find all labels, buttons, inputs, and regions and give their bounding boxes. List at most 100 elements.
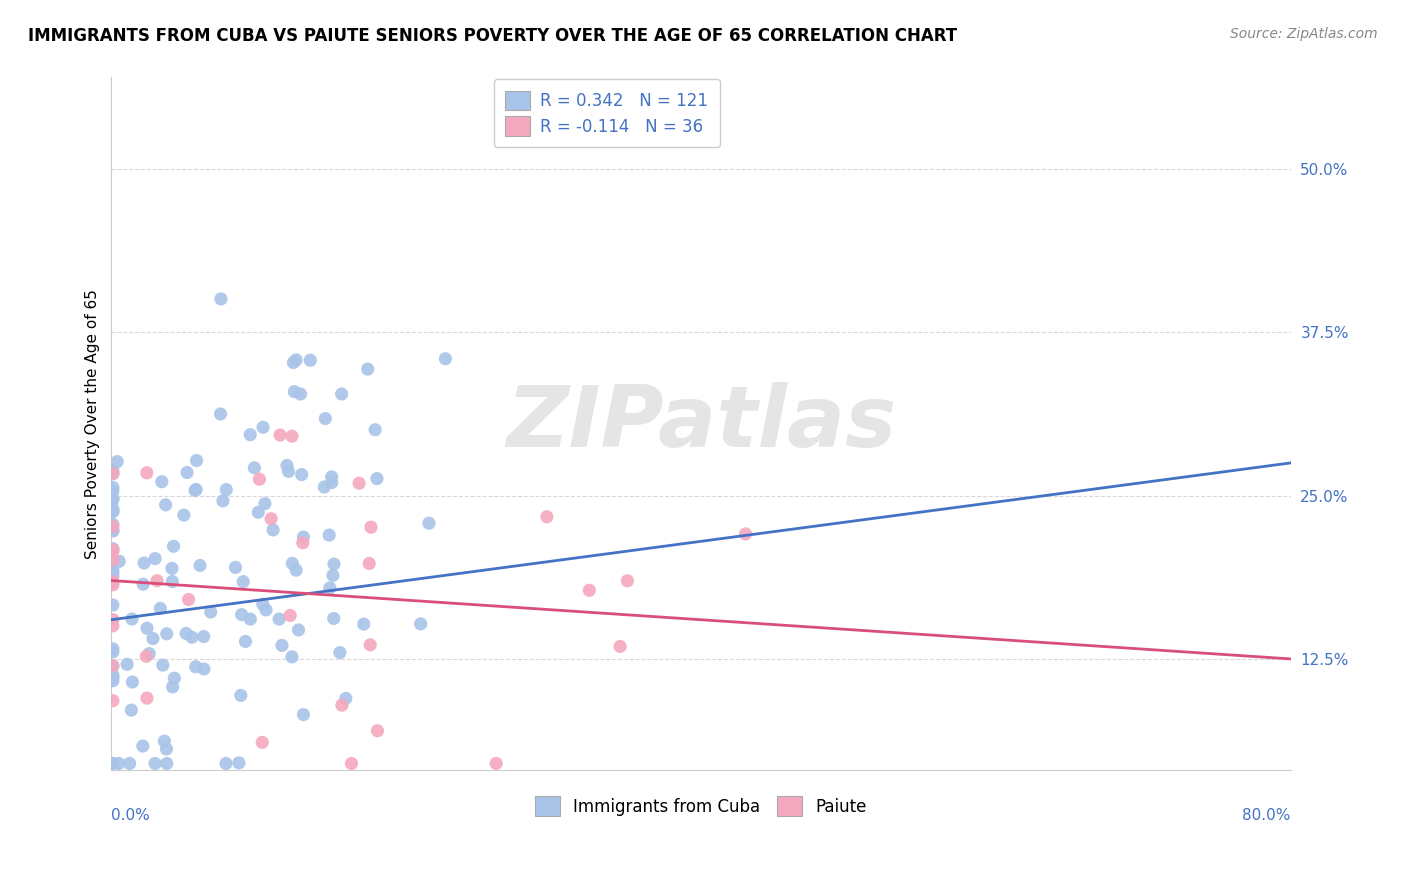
Point bbox=[101, 578, 124, 592]
Point bbox=[193, 630, 215, 644]
Point bbox=[162, 680, 184, 694]
Point bbox=[121, 612, 143, 626]
Point bbox=[177, 592, 200, 607]
Point bbox=[485, 756, 508, 771]
Point bbox=[107, 756, 129, 771]
Point bbox=[180, 630, 202, 644]
Point bbox=[101, 480, 124, 494]
Point bbox=[101, 467, 124, 481]
Point bbox=[135, 649, 157, 664]
Point bbox=[330, 387, 353, 401]
Point bbox=[156, 627, 179, 641]
Point bbox=[152, 658, 174, 673]
Point bbox=[347, 476, 370, 491]
Point bbox=[247, 505, 270, 519]
Point bbox=[215, 483, 238, 497]
Point bbox=[150, 475, 173, 489]
Point bbox=[193, 662, 215, 676]
Point bbox=[101, 552, 124, 566]
Point bbox=[357, 362, 380, 376]
Legend: Immigrants from Cuba, Paiute: Immigrants from Cuba, Paiute bbox=[527, 788, 876, 824]
Point bbox=[616, 574, 638, 588]
Point bbox=[105, 455, 128, 469]
Text: Source: ZipAtlas.com: Source: ZipAtlas.com bbox=[1230, 27, 1378, 41]
Point bbox=[136, 621, 159, 635]
Y-axis label: Seniors Poverty Over the Age of 65: Seniors Poverty Over the Age of 65 bbox=[86, 289, 100, 558]
Point bbox=[200, 605, 222, 619]
Point bbox=[269, 428, 291, 442]
Point bbox=[360, 520, 382, 534]
Point bbox=[101, 505, 124, 519]
Point bbox=[322, 568, 344, 582]
Point bbox=[292, 530, 315, 544]
Point bbox=[101, 658, 124, 673]
Point bbox=[143, 551, 166, 566]
Point bbox=[319, 581, 342, 595]
Point bbox=[162, 574, 184, 589]
Point bbox=[359, 638, 381, 652]
Point bbox=[101, 542, 124, 557]
Point bbox=[353, 617, 375, 632]
Point bbox=[232, 574, 254, 589]
Point bbox=[359, 557, 381, 571]
Point bbox=[101, 524, 124, 538]
Point bbox=[291, 536, 314, 550]
Point bbox=[184, 483, 207, 498]
Point bbox=[101, 566, 124, 580]
Text: ZIPatlas: ZIPatlas bbox=[506, 382, 896, 466]
Point bbox=[262, 523, 284, 537]
Point bbox=[299, 353, 322, 368]
Point bbox=[188, 558, 211, 573]
Point bbox=[160, 561, 183, 575]
Point bbox=[101, 517, 124, 532]
Point bbox=[101, 641, 124, 656]
Point bbox=[322, 611, 344, 625]
Point bbox=[252, 420, 274, 434]
Point bbox=[239, 427, 262, 442]
Point bbox=[366, 472, 388, 486]
Point bbox=[174, 626, 197, 640]
Point bbox=[314, 480, 336, 494]
Point bbox=[209, 407, 232, 421]
Point bbox=[225, 560, 247, 574]
Point bbox=[135, 466, 157, 480]
Text: 0.0%: 0.0% bbox=[111, 808, 150, 823]
Point bbox=[132, 577, 155, 591]
Point bbox=[143, 756, 166, 771]
Point bbox=[162, 539, 184, 553]
Point bbox=[323, 557, 346, 571]
Point bbox=[155, 498, 177, 512]
Point bbox=[231, 607, 253, 622]
Point bbox=[276, 458, 298, 473]
Point bbox=[252, 597, 274, 611]
Point bbox=[101, 645, 124, 659]
Point bbox=[281, 429, 304, 443]
Point bbox=[418, 516, 440, 531]
Point bbox=[101, 673, 124, 688]
Point bbox=[285, 563, 308, 577]
Point bbox=[132, 556, 155, 570]
Point bbox=[149, 601, 172, 615]
Point bbox=[254, 603, 277, 617]
Point bbox=[153, 734, 176, 748]
Point bbox=[228, 756, 250, 770]
Point bbox=[155, 742, 177, 756]
Point bbox=[235, 634, 257, 648]
Point bbox=[364, 423, 387, 437]
Point bbox=[271, 639, 294, 653]
Point bbox=[285, 352, 308, 367]
Point bbox=[101, 502, 124, 516]
Point bbox=[101, 694, 124, 708]
Point bbox=[536, 509, 558, 524]
Point bbox=[121, 675, 143, 690]
Point bbox=[212, 494, 235, 508]
Point bbox=[340, 756, 363, 771]
Point bbox=[249, 472, 271, 486]
Point bbox=[281, 557, 304, 571]
Point bbox=[321, 470, 343, 484]
Point bbox=[173, 508, 195, 522]
Point bbox=[132, 739, 155, 753]
Point bbox=[101, 569, 124, 583]
Point bbox=[101, 619, 124, 633]
Point bbox=[253, 497, 276, 511]
